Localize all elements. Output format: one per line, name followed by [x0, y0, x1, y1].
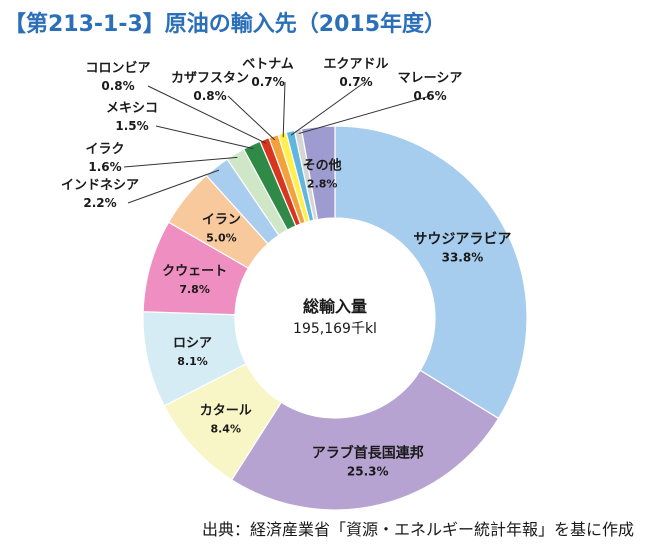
slice-10-label: カザフスタン — [171, 71, 249, 86]
slice-10-leader — [227, 95, 276, 141]
slice-1-value: 25.3% — [347, 464, 389, 478]
slice-8-leader — [155, 125, 254, 150]
slice-9-label: コロンビア — [85, 60, 150, 76]
center-title: 総輸入量 — [303, 297, 367, 316]
slice-7-leader — [123, 156, 238, 168]
slice-5-label: イラン — [202, 212, 241, 227]
slices-group — [142, 125, 528, 511]
slice-13-label: マレーシア — [398, 71, 463, 86]
slice-13-value: 0.6% — [413, 89, 446, 103]
slice-8-label: メキシコ — [106, 101, 158, 116]
slice-2-value: 8.4% — [210, 423, 241, 436]
slice-0 — [334, 125, 528, 420]
slice-0-value: 33.8% — [442, 251, 484, 265]
labels-group: サウジアラビア 33.8% アラブ首長国連邦 25.3% カタール 8.4% ロシア 8.1%… — [61, 57, 511, 478]
slice-14-value: 2.8% — [307, 178, 338, 191]
slice-14 — [300, 125, 336, 221]
chart-title: 【第213-1-3】原油の輸入先（2015年度） — [4, 12, 447, 37]
slice-4-label: クウェート — [162, 264, 227, 279]
slice-7-value: 1.6% — [88, 160, 121, 174]
center-value: 195,169千kl — [293, 321, 377, 337]
slice-6-label: インドネシア — [61, 178, 139, 193]
center-label-group: 総輸入量 195,169千kl — [293, 297, 377, 337]
slice-5-value: 5.0% — [206, 231, 237, 244]
source-note: 出典：経済産業省「資源・エネルギー統計年報」を基に作成 — [201, 520, 634, 539]
slice-11-leader — [282, 81, 286, 138]
slice-2-label: カタール — [200, 404, 252, 419]
slice-9-value: 0.8% — [101, 79, 134, 93]
slice-10-value: 0.8% — [193, 89, 226, 103]
slice-3-label: ロシア — [173, 336, 212, 351]
slice-4-value: 7.8% — [179, 283, 210, 296]
slice-12-label: エクアドル — [323, 57, 388, 72]
slice-8-value: 1.5% — [115, 119, 148, 133]
slice-11-label: ベトナム — [242, 57, 294, 72]
slice-12-leader — [290, 81, 366, 136]
slice-7-label: イラク — [85, 142, 124, 157]
slice-1-label: アラブ首長国連邦 — [312, 444, 424, 461]
slice-9-leader — [147, 85, 267, 144]
slice-3-value: 8.1% — [177, 355, 208, 368]
slice-13-leader — [298, 95, 431, 135]
slice-6-value: 2.2% — [83, 196, 116, 210]
slice-12-value: 0.7% — [339, 75, 372, 89]
slice-14-label: その他 — [303, 158, 342, 174]
leader-lines-group — [123, 81, 431, 204]
slice-6-leader — [127, 169, 220, 204]
slice-11-value: 0.7% — [251, 75, 284, 89]
slice-1 — [230, 369, 500, 511]
slice-0-label: サウジアラビア — [413, 232, 511, 248]
